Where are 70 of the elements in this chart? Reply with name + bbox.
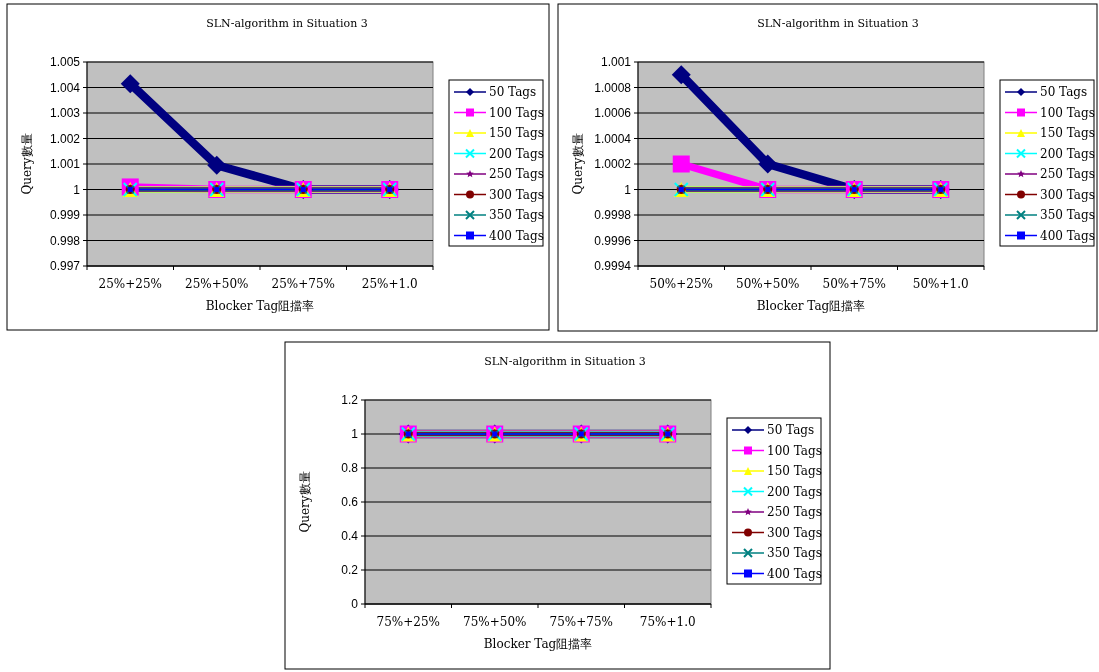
chart-title: SLN-algorithm in Situation 3 [206, 17, 368, 30]
y-tick-label: 1.003 [49, 106, 81, 120]
x-axis-title: Blocker Tag阻擋率 [205, 299, 315, 313]
y-tick-label: 0.998 [49, 233, 81, 248]
legend-label: 350 Tags [767, 546, 822, 560]
x-tick-label: 75%+1.0 [639, 615, 696, 629]
legend-label: 200 Tags [767, 484, 822, 499]
y-tick-label: 1.001 [49, 157, 81, 171]
chart-title: SLN-algorithm in Situation 3 [757, 17, 919, 30]
y-tick-label: 0.9994 [594, 259, 632, 273]
y-tick-label: 1.001 [600, 55, 632, 69]
legend-label: 300 Tags [489, 187, 544, 202]
x-tick-label: 75%+50% [463, 615, 527, 629]
legend-label: 250 Tags [489, 167, 544, 181]
chart-title: SLN-algorithm in Situation 3 [484, 355, 646, 368]
legend-label: 250 Tags [1040, 167, 1095, 181]
x-tick-label: 25%+1.0 [361, 277, 418, 291]
x-tick-label: 25%+50% [185, 277, 249, 291]
y-tick-label: 1.005 [49, 55, 81, 69]
x-tick-label: 25%+75% [271, 277, 335, 291]
x-tick-label: 75%+25% [376, 615, 440, 629]
x-tick-label: 50%+25% [649, 277, 713, 291]
legend-label: 350 Tags [1040, 208, 1095, 222]
x-tick-label: 50%+75% [822, 277, 886, 291]
legend-label: 350 Tags [489, 208, 544, 222]
y-tick-label: 1.0008 [594, 80, 632, 95]
legend-label: 200 Tags [1040, 146, 1095, 161]
y-tick-label: 0.4 [341, 529, 359, 543]
legend-label: 50 Tags [767, 423, 815, 437]
y-tick-label: 1 [73, 182, 81, 197]
legend-label: 100 Tags [489, 105, 544, 120]
legend-label: 50 Tags [1040, 85, 1088, 99]
legend-label: 400 Tags [767, 566, 822, 581]
legend-label: 400 Tags [489, 228, 544, 243]
y-tick-label: 0.9998 [594, 208, 632, 222]
y-tick-label: 0.997 [49, 259, 81, 273]
y-tick-label: 1 [624, 182, 632, 197]
y-axis-title: Query數量 [20, 133, 34, 195]
legend-label: 100 Tags [767, 443, 822, 458]
legend-label: 250 Tags [767, 505, 822, 519]
y-tick-label: 1.0002 [594, 157, 632, 171]
y-tick-label: 1.002 [49, 131, 81, 146]
y-axis-title: Query數量 [298, 471, 312, 533]
legend-label: 300 Tags [767, 525, 822, 540]
y-tick-label: 0.999 [49, 208, 81, 222]
y-tick-label: 1.0006 [594, 106, 632, 120]
y-tick-label: 0 [351, 597, 359, 611]
y-tick-label: 0.2 [341, 563, 359, 577]
legend-label: 50 Tags [489, 85, 537, 99]
legend-label: 200 Tags [489, 146, 544, 161]
y-tick-label: 1.2 [341, 393, 359, 407]
y-tick-label: 0.9996 [594, 233, 632, 248]
legend-label: 150 Tags [767, 464, 822, 478]
y-tick-label: 0.8 [341, 461, 359, 475]
legend-label: 400 Tags [1040, 228, 1095, 243]
x-tick-label: 50%+1.0 [912, 277, 969, 291]
y-tick-label: 0.6 [341, 495, 359, 509]
legend-label: 300 Tags [1040, 187, 1095, 202]
x-axis-title: Blocker Tag阻擋率 [756, 299, 866, 313]
legend-label: 150 Tags [489, 126, 544, 140]
legend-label: 100 Tags [1040, 105, 1095, 120]
x-tick-label: 50%+50% [736, 277, 800, 291]
y-axis-title: Query數量 [571, 133, 585, 195]
x-tick-label: 75%+75% [549, 615, 613, 629]
y-tick-label: 1.0004 [594, 131, 632, 146]
y-tick-label: 1 [351, 427, 359, 441]
legend-label: 150 Tags [1040, 126, 1095, 140]
y-tick-label: 1.004 [49, 80, 81, 95]
x-tick-label: 25%+25% [98, 277, 162, 291]
x-axis-title: Blocker Tag阻擋率 [483, 637, 593, 651]
